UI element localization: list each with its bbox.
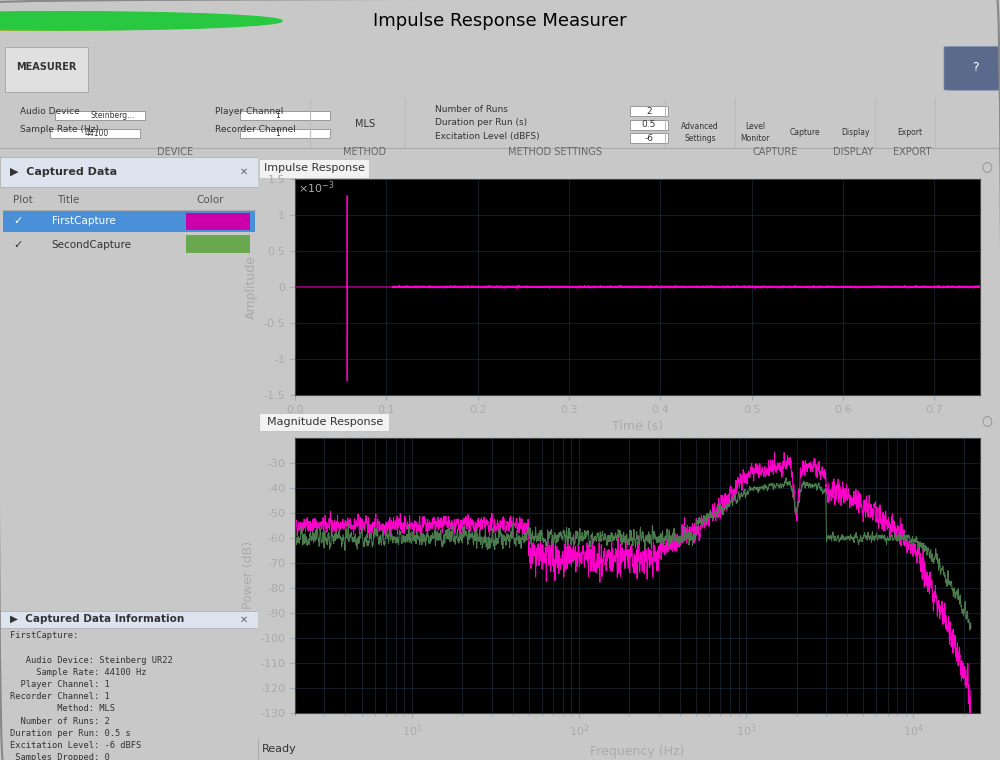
Text: Magnitude Response: Magnitude Response bbox=[267, 416, 383, 427]
Text: Sample Rate (Hz): Sample Rate (Hz) bbox=[20, 125, 99, 134]
Text: $\times10^{-3}$: $\times10^{-3}$ bbox=[298, 179, 335, 196]
Text: ✕: ✕ bbox=[240, 614, 248, 624]
Text: 44100: 44100 bbox=[85, 129, 109, 138]
Text: Duration per Run (s): Duration per Run (s) bbox=[435, 119, 527, 127]
FancyBboxPatch shape bbox=[5, 47, 88, 93]
FancyBboxPatch shape bbox=[0, 157, 258, 187]
FancyBboxPatch shape bbox=[630, 106, 668, 116]
Text: ✓: ✓ bbox=[13, 217, 22, 226]
Text: Number of Runs: Number of Runs bbox=[435, 105, 508, 114]
Text: DISPLAY: DISPLAY bbox=[833, 147, 873, 157]
Text: 0.5: 0.5 bbox=[642, 120, 656, 129]
Text: Audio Device: Audio Device bbox=[20, 106, 80, 116]
Circle shape bbox=[0, 11, 282, 30]
FancyBboxPatch shape bbox=[50, 128, 140, 138]
Text: Title: Title bbox=[57, 195, 79, 205]
FancyBboxPatch shape bbox=[0, 611, 258, 628]
Text: ▶  Captured Data: ▶ Captured Data bbox=[10, 167, 117, 177]
Text: ▶  Captured Data Information: ▶ Captured Data Information bbox=[10, 614, 185, 624]
Text: EXPORT: EXPORT bbox=[893, 147, 931, 157]
Text: CAPTURE: CAPTURE bbox=[752, 147, 798, 157]
Text: MLS: MLS bbox=[355, 119, 375, 129]
Text: Display: Display bbox=[841, 128, 869, 137]
Y-axis label: Amplitude: Amplitude bbox=[245, 255, 258, 319]
Text: ✓: ✓ bbox=[13, 239, 22, 249]
Text: Export: Export bbox=[897, 128, 923, 137]
Text: 1: 1 bbox=[275, 111, 280, 120]
Text: Player Channel: Player Channel bbox=[215, 106, 283, 116]
Text: Excitation Level (dBFS): Excitation Level (dBFS) bbox=[435, 131, 540, 141]
Text: Ready: Ready bbox=[262, 744, 297, 755]
Text: ○: ○ bbox=[982, 415, 993, 429]
FancyBboxPatch shape bbox=[240, 128, 330, 138]
Text: SecondCapture: SecondCapture bbox=[52, 239, 132, 249]
Text: Plot: Plot bbox=[13, 195, 33, 205]
Text: Advanced
Settings: Advanced Settings bbox=[681, 122, 719, 143]
Text: Level
Monitor: Level Monitor bbox=[740, 122, 770, 143]
FancyBboxPatch shape bbox=[630, 133, 668, 144]
Circle shape bbox=[0, 11, 242, 30]
Text: METHOD: METHOD bbox=[343, 147, 387, 157]
FancyBboxPatch shape bbox=[3, 211, 255, 233]
FancyBboxPatch shape bbox=[259, 413, 389, 431]
Text: -6: -6 bbox=[644, 134, 654, 143]
Text: FirstCapture:

   Audio Device: Steinberg UR22
     Sample Rate: 44100 Hz
  Play: FirstCapture: Audio Device: Steinberg UR… bbox=[10, 632, 173, 760]
FancyBboxPatch shape bbox=[240, 110, 330, 119]
FancyBboxPatch shape bbox=[630, 119, 668, 130]
Text: Steinberg...: Steinberg... bbox=[90, 111, 134, 120]
Text: Capture: Capture bbox=[790, 128, 820, 137]
X-axis label: Time (s): Time (s) bbox=[612, 420, 663, 433]
FancyBboxPatch shape bbox=[186, 236, 250, 253]
Text: Impulse Response: Impulse Response bbox=[264, 163, 365, 173]
Circle shape bbox=[0, 11, 262, 30]
Text: ?: ? bbox=[972, 61, 978, 74]
Text: ✕: ✕ bbox=[240, 167, 248, 177]
Text: ○: ○ bbox=[982, 161, 993, 175]
FancyBboxPatch shape bbox=[944, 46, 1000, 90]
Text: Color: Color bbox=[196, 195, 224, 205]
Text: DEVICE: DEVICE bbox=[157, 147, 193, 157]
Text: 1: 1 bbox=[275, 129, 280, 138]
FancyBboxPatch shape bbox=[259, 159, 369, 178]
Text: MEASURER: MEASURER bbox=[16, 62, 76, 72]
Text: Impulse Response Measurer: Impulse Response Measurer bbox=[373, 12, 627, 30]
Text: FirstCapture: FirstCapture bbox=[52, 217, 115, 226]
X-axis label: Frequency (Hz): Frequency (Hz) bbox=[590, 745, 685, 758]
Text: METHOD SETTINGS: METHOD SETTINGS bbox=[508, 147, 602, 157]
FancyBboxPatch shape bbox=[55, 110, 145, 119]
Y-axis label: Power (dB): Power (dB) bbox=[242, 541, 255, 610]
FancyBboxPatch shape bbox=[186, 213, 250, 230]
Text: 2: 2 bbox=[646, 106, 652, 116]
Text: Recorder Channel: Recorder Channel bbox=[215, 125, 296, 134]
